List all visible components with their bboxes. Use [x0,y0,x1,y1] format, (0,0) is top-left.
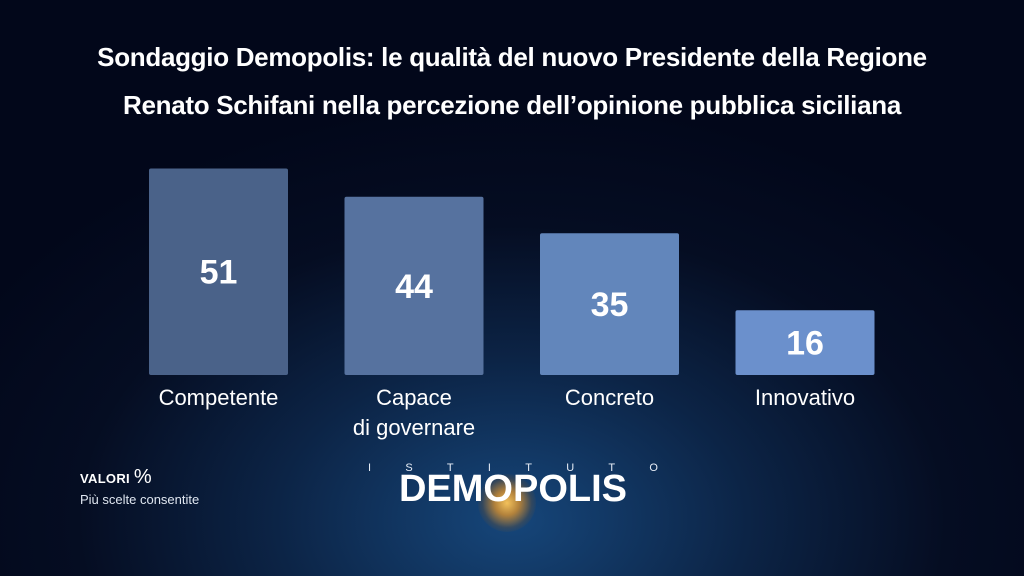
values-label-text: VALORI [80,471,130,486]
chart-title-line-1: Sondaggio Demopolis: le qualità del nuov… [97,42,927,72]
bar-value-label: 16 [786,325,824,363]
category-label: Innovativo [755,385,855,410]
chart-title-line-2: Renato Schifani nella percezione dell’op… [122,90,901,120]
logo-glow-icon [478,474,536,532]
values-unit-label: VALORI % [80,466,152,489]
category-label: Competente [159,385,279,410]
category-label: Concreto [565,385,654,410]
multiple-choice-note: Più scelte consentite [80,492,200,507]
logo-main-text: DEMOPOLIS [398,468,628,510]
values-unit-symbol: % [133,466,152,488]
category-label: Capace [376,385,452,410]
bar [540,233,679,375]
bar-value-label: 35 [591,286,629,324]
bar [735,310,875,375]
bar-value-label: 51 [200,254,238,292]
category-label: di governare [353,415,475,440]
bar [149,168,288,375]
bar-value-label: 44 [395,268,433,306]
bar [344,196,484,375]
